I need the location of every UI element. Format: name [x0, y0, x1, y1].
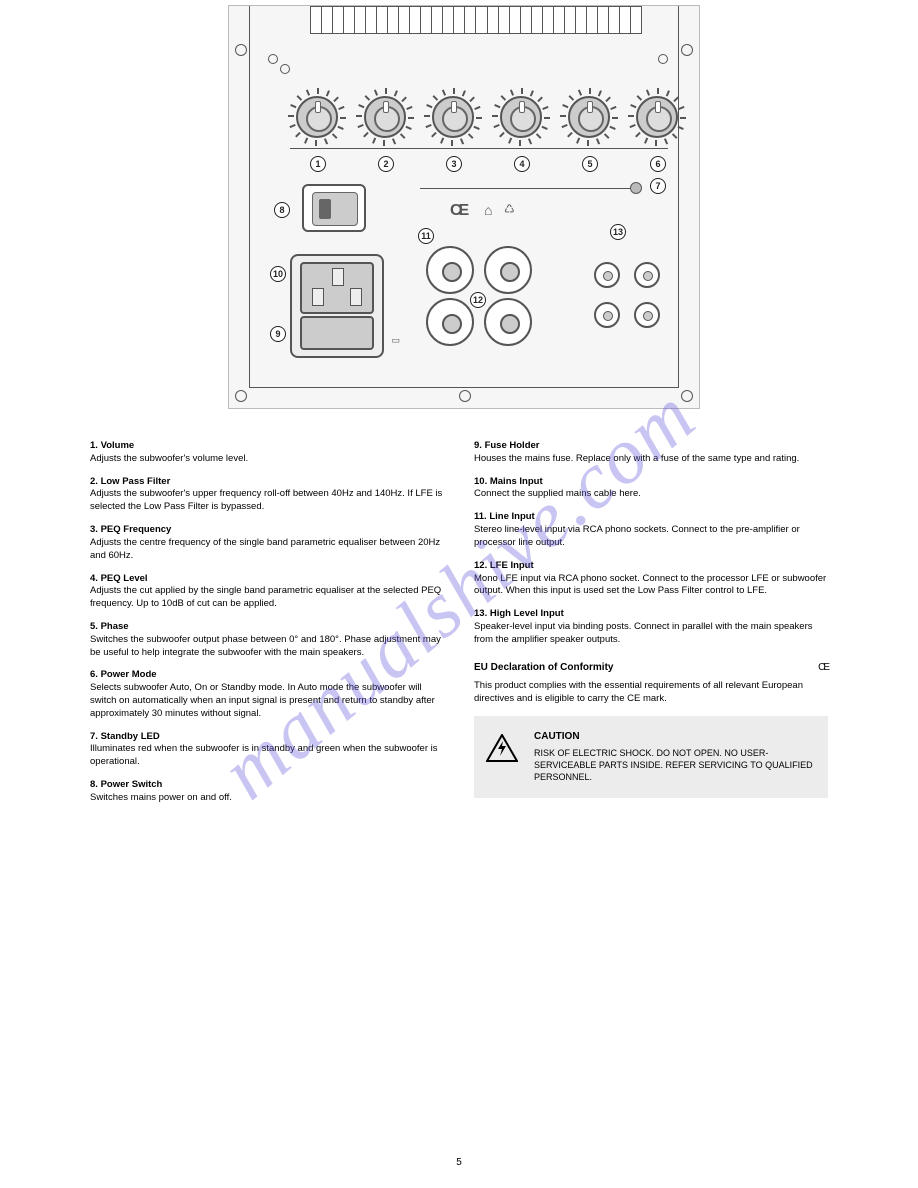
callout-11: 11: [418, 228, 434, 244]
page-body: 1. VolumeAdjusts the subwoofer's volume …: [90, 440, 828, 1128]
item-5: 5. PhaseSwitches the subwoofer output ph…: [90, 621, 444, 659]
ce-mark-icon: CE: [818, 661, 828, 675]
rca-lfe-r-icon: [484, 298, 532, 346]
item-1: 1. VolumeAdjusts the subwoofer's volume …: [90, 440, 444, 466]
item-10: 10. Mains InputConnect the supplied main…: [474, 476, 828, 502]
panel-inner-frame: 1 2 3 4 5 6 7 8 CE ⌂ ♺ ▭ 10: [249, 6, 679, 388]
item-9: 9. Fuse HolderHouses the mains fuse. Rep…: [474, 440, 828, 466]
item-6: 6. Power ModeSelects subwoofer Auto, On …: [90, 669, 444, 720]
item-3: 3. PEQ FrequencyAdjusts the centre frequ…: [90, 524, 444, 562]
callout-13: 13: [610, 224, 626, 240]
binding-post-icon: [594, 302, 620, 328]
volume-knob: [296, 96, 338, 138]
binding-post-icon: [634, 262, 660, 288]
item-12: 12. LFE InputMono LFE input via RCA phon…: [474, 560, 828, 598]
rca-right-icon: [484, 246, 532, 294]
item-8: 8. Power SwitchSwitches mains power on a…: [90, 779, 444, 805]
screw-icon: [280, 64, 290, 74]
binding-post-icon: [634, 302, 660, 328]
callout-2: 2: [378, 156, 394, 172]
ce-mark-icon: CE: [450, 202, 466, 220]
item-13: 13. High Level InputSpeaker-level input …: [474, 608, 828, 646]
peq-freq-knob: [432, 96, 474, 138]
caution-title: CAUTION: [534, 730, 814, 744]
item-7: 7. Standby LEDIlluminates red when the s…: [90, 731, 444, 769]
rca-left-icon: [426, 246, 474, 294]
eu-heading: EU Declaration of Conformity CE: [474, 661, 828, 675]
weee-icon: ♺: [504, 202, 515, 216]
rca-lfe-l-icon: [426, 298, 474, 346]
callout-5: 5: [582, 156, 598, 172]
callout-3: 3: [446, 156, 462, 172]
callout-6: 6: [650, 156, 666, 172]
indoor-use-icon: ⌂: [484, 202, 492, 218]
screw-icon: [658, 54, 668, 64]
screw-icon: [268, 54, 278, 64]
callout-4: 4: [514, 156, 530, 172]
screw-icon: [681, 390, 693, 402]
screw-icon: [235, 44, 247, 56]
caution-text: RISK OF ELECTRIC SHOCK. DO NOT OPEN. NO …: [534, 747, 814, 783]
item-4: 4. PEQ LevelAdjusts the cut applied by t…: [90, 573, 444, 611]
screw-icon: [235, 390, 247, 402]
callout-8: 8: [274, 202, 290, 218]
power-mode-knob: [636, 96, 678, 138]
callout-7: 7: [650, 178, 666, 194]
standby-led-icon: [630, 182, 642, 194]
callout-1: 1: [310, 156, 326, 172]
iec-inlet-icon: ▭: [290, 254, 384, 358]
peq-level-knob: [500, 96, 542, 138]
caution-box: CAUTION RISK OF ELECTRIC SHOCK. DO NOT O…: [474, 716, 828, 798]
rca-block: 11 12: [422, 242, 534, 338]
heatsink-icon: [310, 6, 642, 34]
binding-post-icon: [594, 262, 620, 288]
page-number: 5: [0, 1157, 918, 1168]
screw-icon: [681, 44, 693, 56]
power-switch-icon: [302, 184, 366, 232]
eu-paragraph: This product complies with the essential…: [474, 680, 828, 706]
item-2: 2. Low Pass FilterAdjusts the subwoofer'…: [90, 476, 444, 514]
divider: [290, 148, 668, 149]
screw-icon: [459, 390, 471, 402]
callout-10: 10: [270, 266, 286, 282]
lowpass-knob: [364, 96, 406, 138]
amp-panel-diagram: 1 2 3 4 5 6 7 8 CE ⌂ ♺ ▭ 10: [228, 5, 700, 409]
divider: [420, 188, 630, 189]
shock-warning-icon: [486, 734, 518, 772]
callout-9: 9: [270, 326, 286, 342]
item-11: 11. Line InputStereo line-level input vi…: [474, 511, 828, 549]
phase-knob: [568, 96, 610, 138]
